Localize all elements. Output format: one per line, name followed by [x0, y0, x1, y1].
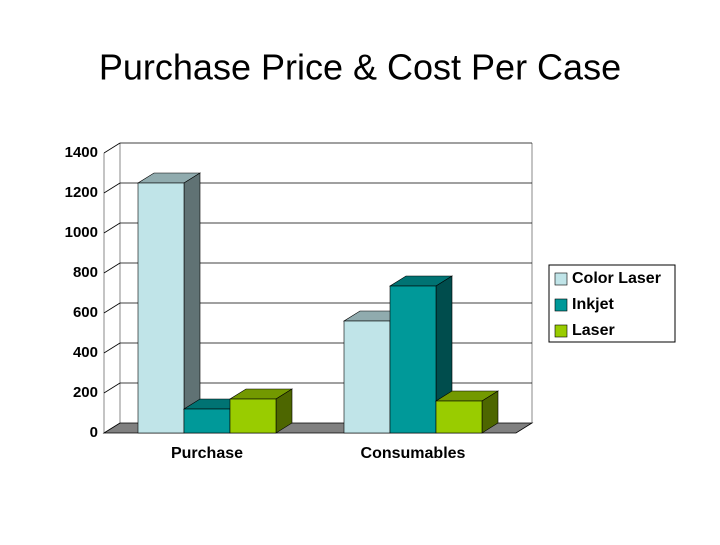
legend-box — [548, 264, 676, 343]
tick-mark — [103, 222, 121, 234]
tick-mark — [103, 182, 121, 194]
x-tick-label: Purchase — [171, 445, 243, 462]
legend-swatch — [554, 272, 568, 286]
tick-mark — [103, 382, 121, 394]
bar — [343, 320, 391, 434]
chart-title: Purchase Price & Cost Per Case — [99, 47, 621, 88]
tick-mark — [103, 342, 121, 354]
y-tick-label: 0 — [90, 424, 98, 441]
tick-mark — [103, 302, 121, 314]
legend-label: Inkjet — [572, 296, 614, 313]
bar — [229, 398, 277, 434]
bar — [137, 182, 185, 434]
tick-mark — [103, 262, 121, 274]
y-tick-label: 1200 — [65, 184, 98, 201]
legend-label: Color Laser — [572, 270, 661, 287]
bar — [183, 408, 231, 434]
legend-swatch — [554, 324, 568, 338]
x-tick-label: Consumables — [361, 445, 466, 462]
bar — [435, 400, 483, 434]
tick-mark — [103, 142, 121, 154]
y-tick-label: 1000 — [65, 224, 98, 241]
bar-side — [183, 172, 201, 434]
legend-swatch — [554, 298, 568, 312]
y-tick-label: 1400 — [65, 144, 98, 161]
y-tick-label: 600 — [73, 304, 98, 321]
wall — [103, 143, 121, 434]
y-tick-label: 400 — [73, 344, 98, 361]
y-tick-label: 800 — [73, 264, 98, 281]
legend-label: Laser — [572, 322, 615, 339]
bar — [389, 285, 437, 434]
y-tick-label: 200 — [73, 384, 98, 401]
